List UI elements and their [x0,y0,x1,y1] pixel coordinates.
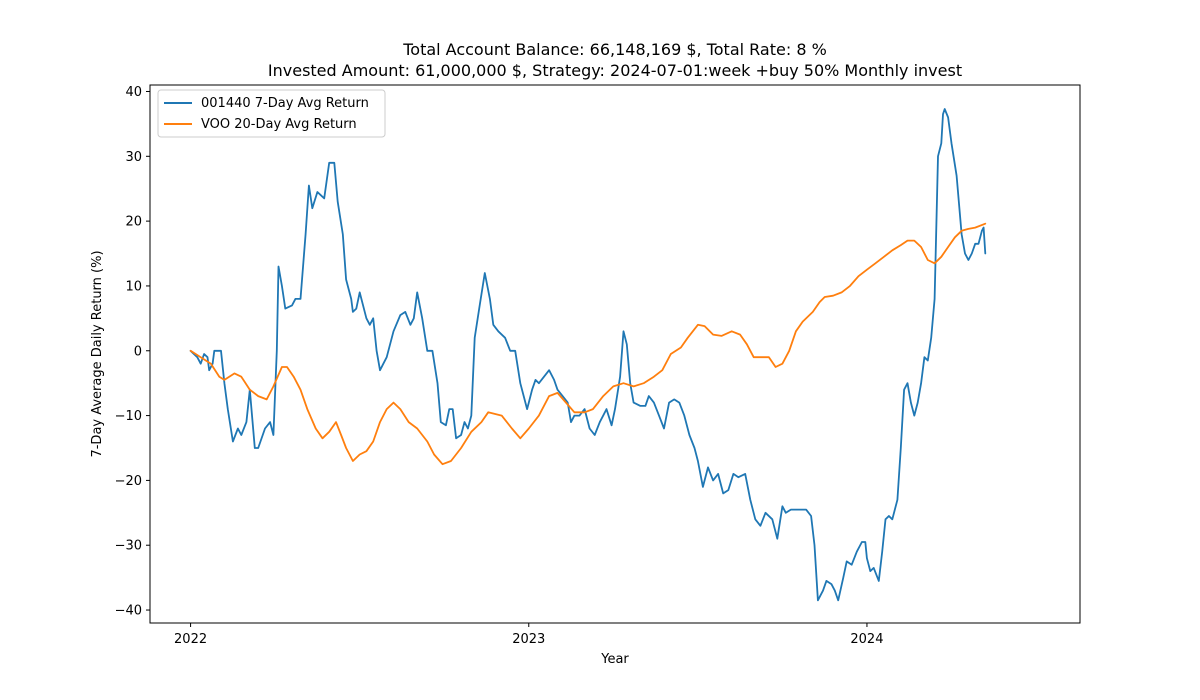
plot-frame [149,84,1081,624]
x-axis-label: Year [600,652,629,667]
chart-title-line2: Invested Amount: 61,000,000 $, Strategy:… [268,61,962,80]
series-line-1 [189,222,987,466]
y-tick-label: −40 [115,604,142,619]
series-line-0 [189,108,987,602]
x-tick-label: 2023 [512,632,545,647]
legend-label-001440: 001440 7-Day Avg Return [201,96,369,111]
y-tick-label: −30 [115,539,142,554]
y-tick-label: 10 [125,279,142,294]
y-tick-label: 30 [125,150,142,165]
legend: 001440 7-Day Avg Return VOO 20-Day Avg R… [157,89,386,138]
y-tick-label: −20 [115,474,142,489]
y-tick-label: 0 [134,344,142,359]
chart-title-line1: Total Account Balance: 66,148,169 $, Tot… [402,40,827,59]
plot-area: −40 −30 −20 −10 0 10 20 30 40 2022 2023 2024 [115,84,1081,647]
y-tick-label: −10 [115,409,142,424]
x-tick-label: 2024 [850,632,883,647]
y-tick-label: 40 [125,85,142,100]
x-tick-label: 2022 [174,632,207,647]
y-axis-label: 7-Day Average Daily Return (%) [90,250,105,457]
y-tick-label: 20 [125,215,142,230]
legend-box [157,89,386,138]
legend-label-voo: VOO 20-Day Avg Return [201,117,357,132]
